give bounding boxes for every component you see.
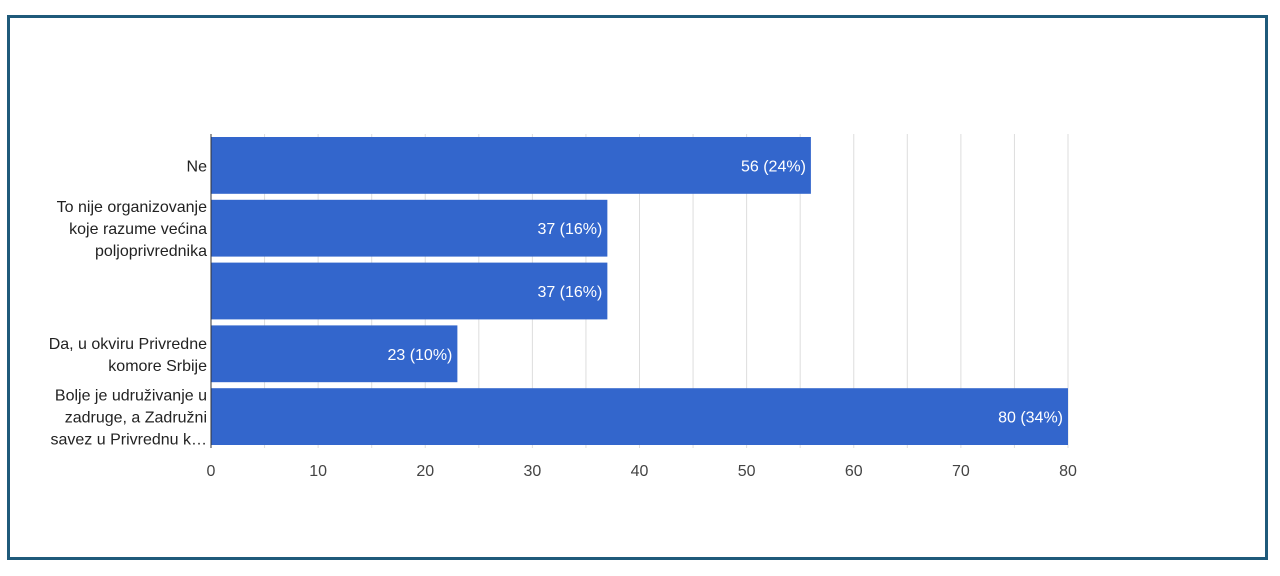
x-tick-label: 0	[207, 463, 216, 480]
x-tick-label: 70	[952, 463, 970, 480]
category-label: zadruge, a Zadružni	[65, 410, 207, 427]
bar-data-label: 80 (34%)	[998, 410, 1063, 427]
bar-data-label: 56 (24%)	[741, 158, 806, 175]
category-label: Bolje je udruživanje u	[55, 388, 207, 405]
category-label: To nije organizovanje	[57, 199, 207, 216]
x-tick-label: 30	[523, 463, 541, 480]
category-label: Ne	[187, 158, 208, 175]
x-tick-label: 50	[738, 463, 756, 480]
bar	[211, 137, 811, 194]
x-tick-label: 40	[631, 463, 649, 480]
bar	[211, 325, 458, 383]
bar	[211, 262, 608, 320]
x-tick-label: 10	[309, 463, 327, 480]
x-tick-label: 20	[416, 463, 434, 480]
category-label: Da, u okviru Privredne	[49, 336, 207, 353]
bar-data-label: 37 (16%)	[537, 284, 602, 301]
category-label: savez u Privrednu k…	[50, 432, 207, 449]
bar	[211, 199, 608, 257]
category-label: komore Srbije	[108, 358, 207, 375]
bar-data-label: 23 (10%)	[387, 347, 452, 364]
x-tick-labels: 0 10 20 30 40 50 60 70 80	[207, 463, 1077, 480]
category-label: poljoprivrednika	[95, 243, 207, 260]
x-tick-label: 60	[845, 463, 863, 480]
x-tick-label: 80	[1059, 463, 1077, 480]
bars: 56 (24%) 37 (16%) 37 (16%) 23 (10%) 80 (34%)	[211, 137, 1068, 445]
bar-data-label: 37 (16%)	[537, 221, 602, 238]
bar	[211, 388, 1068, 445]
category-labels: Ne To nije organizovanje koje razume većin…	[49, 158, 207, 448]
category-label: koje razume većina	[69, 221, 207, 238]
